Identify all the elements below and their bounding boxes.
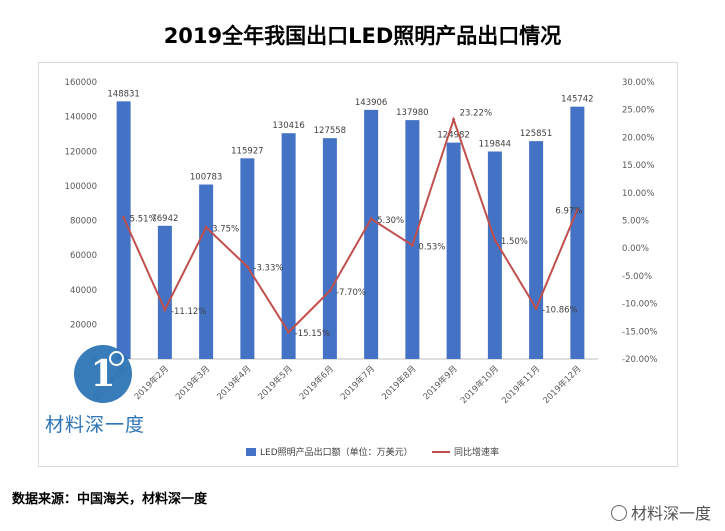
x-tick-label: 2019年9月 [421,363,460,402]
x-tick-label: 2019年10月 [458,363,501,406]
legend-label-line: 同比增速率 [454,446,499,458]
logo-dot [109,351,124,366]
y-left-tick-label: 40000 [70,286,97,296]
bar-value-label: 145742 [561,95,593,105]
line-value-label: 1.50% [501,237,528,247]
bar [570,106,585,359]
line-point [245,265,249,269]
line-value-label: -3.33% [253,264,283,274]
line-value-label: -7.70% [336,288,366,298]
x-tick-label: 2019年2月 [132,363,171,402]
growth-rate-line [122,116,579,334]
y-right-tick-label: 30.00% [622,78,654,88]
chart-frame [38,62,678,467]
line-value-label: 5.51% [130,215,157,225]
wechat-mark-label: 材料深一度 [630,504,711,523]
y-right-tick-label: 0.00% [622,244,649,254]
line-value-label: 0.53% [418,242,445,252]
x-tick-label: 2019年4月 [215,363,254,402]
bar-value-label: 130416 [272,121,304,131]
line-point [410,243,414,247]
y-right-tick-label: 5.00% [622,217,649,227]
line-point [369,217,373,221]
bar-value-label: 143906 [355,98,387,108]
bar-value-label: 119844 [479,140,511,150]
chart-title: 2019全年我国出口LED照明产品出口情况 [163,24,562,48]
bar [529,141,544,359]
bar-value-label: 76942 [151,214,178,224]
line-point [493,238,497,242]
line-point [163,308,167,312]
line-value-label: 23.22% [460,109,492,119]
bar [487,151,502,359]
line-value-label: -15.15% [295,329,330,339]
y-left-tick-label: 120000 [65,147,97,157]
bar-value-label: 100783 [190,173,222,183]
y-left-tick-label: 140000 [65,113,97,123]
line-point [452,118,456,122]
line-value-label: -11.12% [171,307,206,317]
bar [281,133,296,359]
line-point [287,330,291,334]
bar-value-label: 137980 [396,108,428,118]
line-point [575,208,579,212]
line-value-label: 3.75% [212,224,239,234]
x-tick-label: 2019年11月 [499,363,542,406]
y-right-tick-label: -5.00% [622,272,652,282]
wechat-icon [610,505,627,521]
x-tick-label: 2019年7月 [338,363,377,402]
bar-value-label: 125851 [520,129,552,139]
bar [405,120,420,359]
bar-value-label: 127558 [314,126,346,136]
bar-value-label: 148831 [107,89,139,99]
bar [364,109,379,360]
watermark-text: 材料深一度 [45,414,146,436]
watermark-logo: 1 [74,345,132,403]
line-value-label: 6.97% [555,207,582,217]
y-right-tick-label: 10.00% [622,189,654,199]
line-value-label: 5.30% [377,216,404,226]
y-left-tick-label: 20000 [70,320,97,330]
y-left-tick-label: 60000 [70,251,97,261]
line-point [122,216,126,220]
x-tick-label: 2019年5月 [256,363,295,402]
bar-value-label: 124982 [437,131,469,141]
y-left-tick-label: 80000 [70,217,97,227]
y-right-tick-label: 20.00% [622,133,654,143]
bar [240,158,255,359]
bar [116,101,131,359]
x-tick-label: 2019年8月 [380,363,419,402]
bar [446,142,461,359]
line-point [328,289,332,293]
y-right-tick-label: -15.00% [622,327,657,337]
data-source: 数据来源：中国海关，材料深一度 [12,492,208,507]
bar-value-label: 115927 [231,146,263,156]
bar [322,138,337,359]
x-tick-label: 2019年6月 [297,363,336,402]
y-right-tick-label: -10.00% [622,300,657,310]
bar [157,225,172,359]
line-point [204,225,208,229]
legend-swatch-bar [246,448,256,456]
y-left-tick-label: 100000 [65,182,97,192]
line-value-label: -10.86% [542,305,577,315]
line-point [534,306,538,310]
x-tick-label: 2019年3月 [173,363,212,402]
bar [199,184,214,359]
x-tick-label: 2019年12月 [541,363,584,406]
y-right-tick-label: 15.00% [622,161,654,171]
wechat-mark: 材料深一度 [610,500,711,524]
y-right-tick-label: 25.00% [622,106,654,116]
y-right-tick-label: -20.00% [622,355,657,365]
y-left-tick-label: 160000 [65,78,97,88]
legend-label-bar: LED照明产品出口额（单位：万美元） [260,446,413,458]
